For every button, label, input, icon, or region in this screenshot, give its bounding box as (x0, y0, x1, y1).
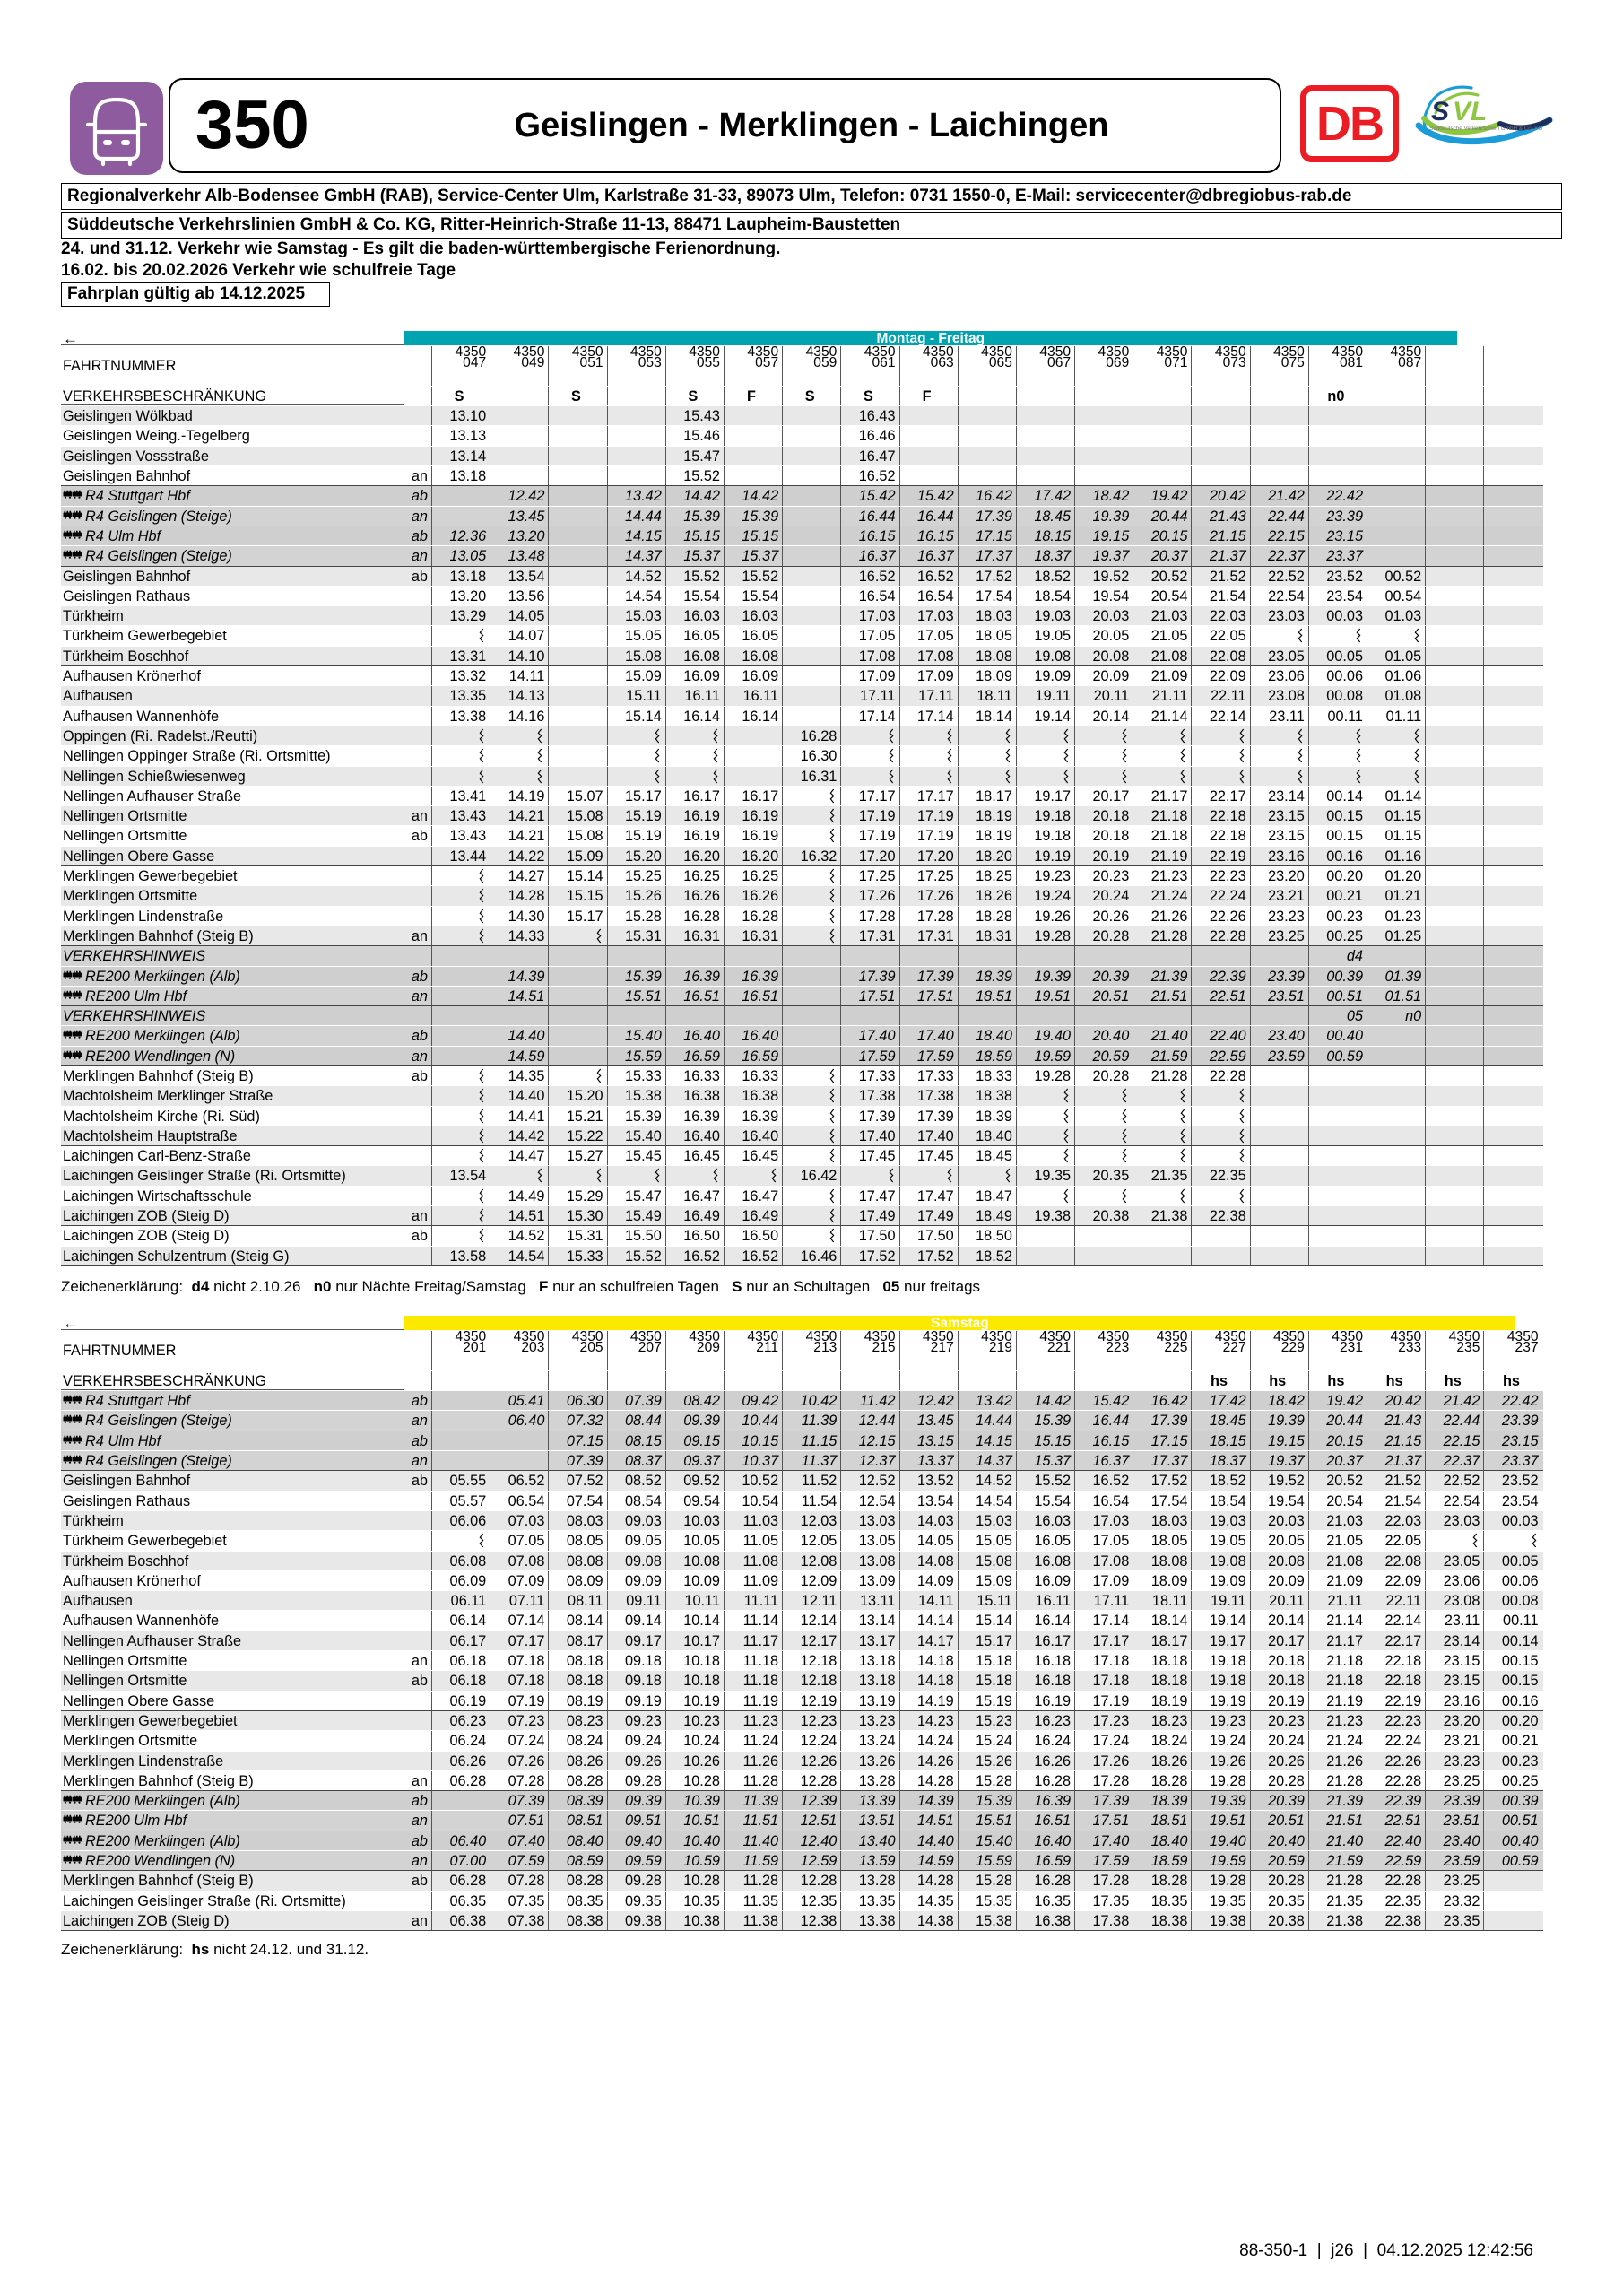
svg-text:S: S (1431, 97, 1449, 126)
svg-text:Süddeutsche Verkehrslinien Gmb: Süddeutsche Verkehrslinien GmbH & Co. KG (1429, 126, 1542, 132)
svg-text:VL: VL (1453, 97, 1487, 126)
